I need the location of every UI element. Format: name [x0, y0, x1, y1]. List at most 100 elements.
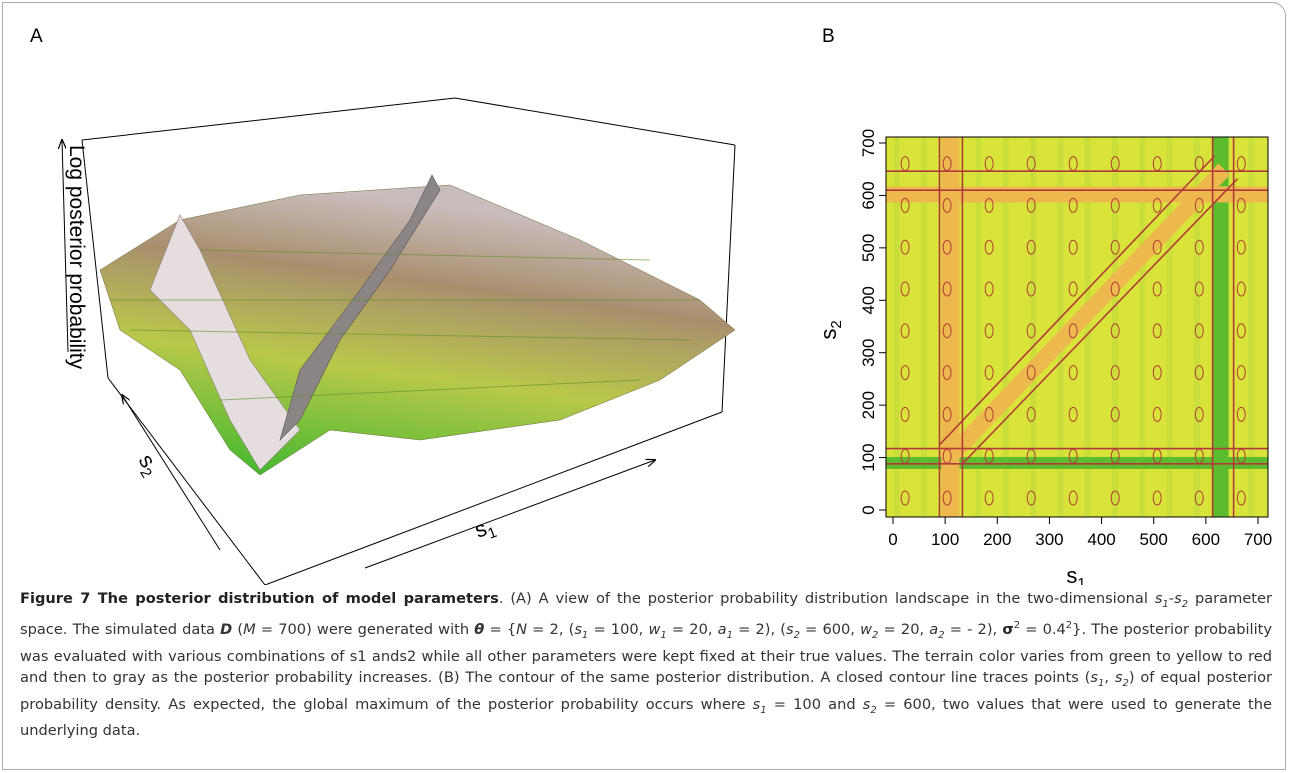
- terrain-band: [1166, 137, 1173, 517]
- caption-run: parameter space. The simulated data: [20, 590, 1272, 638]
- caption-run: s: [752, 695, 761, 713]
- contour-line: [1194, 156, 1204, 172]
- contour-line: [942, 281, 952, 297]
- contour-line: [1194, 448, 1204, 464]
- contour-line: [1152, 281, 1162, 297]
- contour-line: [1026, 323, 1036, 339]
- caption-run: = 2, (: [527, 620, 575, 638]
- contour-line: [942, 239, 952, 255]
- caption-run: σ: [1002, 620, 1014, 638]
- contour-line: [942, 323, 952, 339]
- caption-run: ,: [1104, 668, 1115, 686]
- caption-run: 2: [1013, 619, 1021, 631]
- caption-run: }. The posterior probability was evaluat…: [20, 620, 1273, 686]
- contour-line: [1152, 156, 1162, 172]
- contour-line: [984, 406, 994, 422]
- contour-line: [1152, 490, 1162, 506]
- x-tick-label: 300: [1035, 530, 1063, 549]
- contour-line: [984, 490, 994, 506]
- caption-run: N: [516, 620, 528, 638]
- contour-line: [984, 197, 994, 213]
- caption-run: = - 2),: [944, 620, 1003, 638]
- contour-line: [900, 323, 910, 339]
- y-tick-label: 100: [859, 443, 878, 471]
- axis-subscript: 2: [828, 320, 845, 328]
- contour-line: [942, 448, 952, 464]
- contour-line: [1236, 281, 1246, 297]
- terrain-band: [1084, 137, 1091, 517]
- contour-line: [1026, 365, 1036, 381]
- contour-map: [885, 136, 1269, 518]
- caption-run: D: [220, 620, 233, 638]
- caption-run: = 600,: [799, 620, 861, 638]
- contour-line: [1026, 156, 1036, 172]
- caption-run: 1: [1162, 598, 1169, 610]
- contour-line: [1152, 239, 1162, 255]
- caption-run: = 100 and: [766, 695, 863, 713]
- caption-run: = 100,: [588, 620, 649, 638]
- contour-line: [1194, 323, 1204, 339]
- caption-run: ) of equal posterior probability density…: [20, 668, 1273, 713]
- axis-subscript: 1: [1077, 575, 1085, 585]
- figure-caption: Figure 7 The posterior distribution of m…: [20, 588, 1272, 741]
- contour-line: [942, 156, 952, 172]
- contour-line: [1026, 406, 1036, 422]
- caption-run: = 0.4: [1020, 620, 1066, 638]
- contour-line: [1110, 281, 1120, 297]
- contour-line: [1236, 197, 1246, 213]
- caption-run: 1: [1097, 677, 1105, 689]
- axis-arrow: [364, 460, 655, 569]
- caption-run: s: [1090, 668, 1098, 686]
- contour-line: [1068, 156, 1078, 172]
- plot-box: [81, 97, 736, 585]
- terrain-band: [886, 456, 1268, 469]
- contour-line: [1236, 406, 1246, 422]
- contour-line: [1068, 281, 1078, 297]
- axis-label: s1: [471, 513, 499, 547]
- caption-run: = 700) were generated with: [255, 620, 475, 638]
- caption-run: 2: [870, 704, 877, 716]
- contour-line: [1110, 406, 1120, 422]
- contour-line: [1068, 448, 1078, 464]
- caption-run: = 2), (: [732, 620, 786, 638]
- contour-line: [1194, 281, 1204, 297]
- terrain-band: [975, 137, 982, 517]
- caption-run: θ: [474, 620, 485, 638]
- caption-run: 2: [938, 629, 945, 641]
- contour-line: [1194, 490, 1204, 506]
- caption-run: 1: [581, 629, 589, 641]
- axis-symbol: s: [1066, 563, 1077, 585]
- plot-box: [885, 136, 1269, 518]
- contour-line: [1110, 156, 1120, 172]
- caption-run: = 600, two values that were used to gene…: [20, 695, 1272, 740]
- contour-line: [900, 490, 910, 506]
- contour-line: [900, 239, 910, 255]
- terrain-band: [1139, 137, 1146, 517]
- y-tick-label: 300: [859, 339, 878, 367]
- caption-run: s: [862, 695, 871, 713]
- contour-line: [942, 406, 952, 422]
- terrain-band: [1248, 137, 1255, 517]
- contour-line: [1152, 197, 1162, 213]
- terrain-band: [920, 137, 927, 517]
- contour-line: [1152, 448, 1162, 464]
- contour-line: [984, 281, 994, 297]
- y-axis-label: s2: [816, 320, 845, 339]
- y-tick-label: 400: [859, 286, 878, 314]
- contour-line: [984, 239, 994, 255]
- contour-line: [900, 448, 910, 464]
- caption-run: = 20,: [878, 620, 930, 638]
- caption-run: 1: [660, 629, 667, 641]
- caption-run: w: [648, 620, 661, 638]
- x-tick-label: 500: [1140, 530, 1168, 549]
- contour-line: [1068, 365, 1078, 381]
- contour-line: [942, 490, 952, 506]
- caption-run: Figure 7 The posterior distribution of m…: [20, 590, 499, 607]
- contour-line: [900, 156, 910, 172]
- terrain-band: [1111, 137, 1118, 517]
- contour-line: [900, 406, 910, 422]
- caption-run: s: [1154, 590, 1163, 607]
- axis-symbol: s: [816, 329, 841, 340]
